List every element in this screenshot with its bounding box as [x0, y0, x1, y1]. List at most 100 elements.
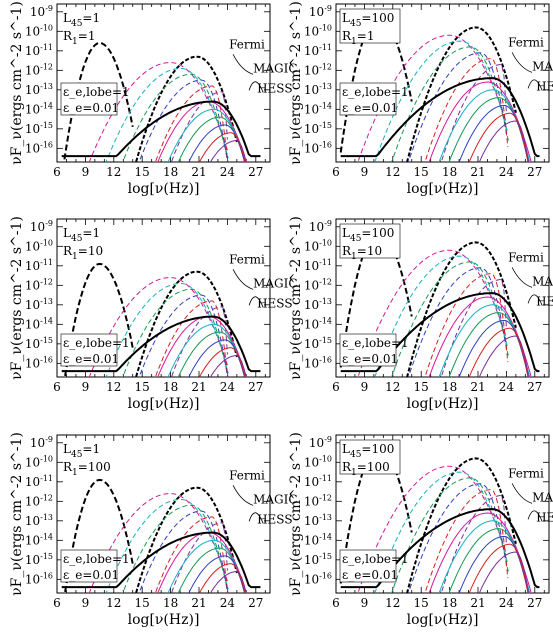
fermi-sensitivity: [511, 483, 533, 504]
component-dashed-3: [138, 510, 229, 593]
y-tick-label: 10-16: [25, 140, 53, 155]
y-tick-label: 10-10: [25, 23, 53, 38]
component-dashed-0: [357, 465, 507, 593]
x-tick-label: 18: [163, 596, 178, 610]
component-solid-5: [209, 354, 247, 377]
param-luminosity: L45=1: [63, 11, 100, 29]
magic-sensitivity: [248, 296, 264, 308]
fermi-label: Fermi: [508, 466, 544, 480]
component-dashed-5: [440, 278, 507, 377]
component-dashed-1: [105, 498, 229, 593]
x-tick-label: 6: [332, 165, 340, 179]
y-tick-label: 10-14: [304, 101, 332, 116]
x-tick-label: 12: [385, 165, 400, 179]
y-axis-label: νF_ν(ergs cm^-2 s^-1): [288, 216, 304, 380]
x-tick-label: 12: [106, 165, 121, 179]
synchrotron-curve: [63, 478, 134, 593]
y-tick-label: 10-12: [25, 493, 53, 508]
x-tick-label: 15: [414, 165, 429, 179]
component-solid-1: [438, 304, 531, 377]
x-axis-label: log[ν(Hz)]: [128, 181, 200, 197]
x-tick-label: 27: [527, 596, 542, 610]
y-tick-label: 10-15: [304, 336, 332, 351]
component-dashed-3: [407, 52, 508, 162]
y-tick-label: 10-14: [25, 316, 53, 331]
param-eps-e: ε_e=0.01: [63, 352, 119, 366]
param-eps-e: ε_e=0.01: [342, 568, 398, 582]
x-axis-label: log[ν(Hz)]: [407, 396, 479, 412]
y-tick-label: 10-11: [304, 43, 332, 58]
x-tick-label: 24: [499, 380, 515, 394]
param-box: [339, 223, 401, 259]
param-eps-lobe: ε_e,lobe=1: [63, 336, 130, 350]
component-solid-4: [198, 132, 246, 162]
fermi-sensitivity: [511, 52, 533, 73]
param-eps-e: ε_e=0.01: [342, 352, 398, 366]
epsilon-box: [339, 549, 397, 583]
component-dashed-4: [424, 58, 509, 162]
ic-curve: [406, 457, 517, 593]
y-tick-label: 10-16: [304, 571, 332, 586]
y-tick-label: 10-13: [304, 82, 332, 97]
magic-label: MAGIC: [532, 490, 553, 504]
component-solid-5: [209, 139, 247, 162]
ic-curve: [135, 55, 238, 162]
component-solid-1: [167, 323, 246, 377]
component-solid-4: [468, 112, 529, 162]
component-solid-5: [478, 335, 530, 377]
magic-label: MAGIC: [253, 61, 297, 75]
x-tick-label: 18: [163, 165, 178, 179]
ic-curve: [135, 270, 238, 377]
component-solid-0: [157, 100, 248, 162]
x-tick-label: 15: [135, 165, 150, 179]
y-tick-label: 10-11: [304, 258, 332, 273]
x-tick-label: 12: [106, 380, 121, 394]
component-solid-1: [167, 108, 246, 162]
y-tick-label: 10-13: [25, 82, 53, 97]
x-tick-label: 9: [361, 596, 369, 610]
x-tick-label: 21: [191, 596, 206, 610]
y-tick-label: 10-12: [25, 277, 53, 292]
component-solid-0: [157, 315, 248, 377]
component-dashed-0: [88, 492, 228, 593]
hess-label: HESS: [536, 79, 553, 93]
y-tick-label: 10-9: [30, 435, 53, 450]
x-tick-label: 6: [53, 165, 61, 179]
x-tick-label: 18: [442, 380, 457, 394]
component-dashed-2: [391, 46, 509, 162]
x-tick-label: 18: [442, 165, 457, 179]
panel-top-right: 6 9 12 15 18 21 24 27 log[ν(Hz)] 10-9 10-10 10-11 10…: [288, 1, 553, 197]
hess-label: HESS: [257, 81, 292, 95]
x-tick-label: 15: [414, 380, 429, 394]
x-tick-label: 21: [191, 165, 206, 179]
ic-curve: [406, 26, 517, 162]
component-dashed-5: [440, 63, 507, 162]
y-tick-label: 10-13: [304, 297, 332, 312]
param-eps-lobe: ε_e,lobe=1: [342, 85, 409, 99]
total-curve: [340, 292, 540, 373]
component-dashed-4: [424, 273, 509, 377]
y-tick-label: 10-14: [304, 532, 332, 547]
component-dashed-1: [374, 471, 508, 593]
y-tick-label: 10-16: [304, 355, 332, 370]
y-axis-label: νF_ν(ergs cm^-2 s^-1): [9, 1, 25, 165]
x-tick-label: 12: [385, 380, 400, 394]
component-dashed-1: [105, 67, 229, 162]
y-tick-label: 10-11: [25, 258, 53, 273]
x-tick-label: 24: [499, 596, 515, 610]
y-tick-label: 10-10: [304, 454, 332, 469]
y-tick-label: 10-15: [25, 336, 53, 351]
hess-label: HESS: [536, 510, 553, 524]
x-tick-label: 21: [470, 596, 485, 610]
x-tick-label: 9: [82, 596, 90, 610]
component-solid-4: [468, 327, 529, 377]
x-tick-label: 9: [82, 165, 90, 179]
x-tick-label: 6: [332, 596, 340, 610]
y-tick-label: 10-14: [25, 101, 53, 116]
component-dashed-1: [374, 40, 508, 162]
epsilon-box: [60, 333, 118, 367]
y-tick-label: 10-9: [30, 219, 53, 234]
x-tick-label: 15: [414, 596, 429, 610]
fermi-label: Fermi: [229, 252, 265, 266]
epsilon-box: [339, 333, 397, 367]
